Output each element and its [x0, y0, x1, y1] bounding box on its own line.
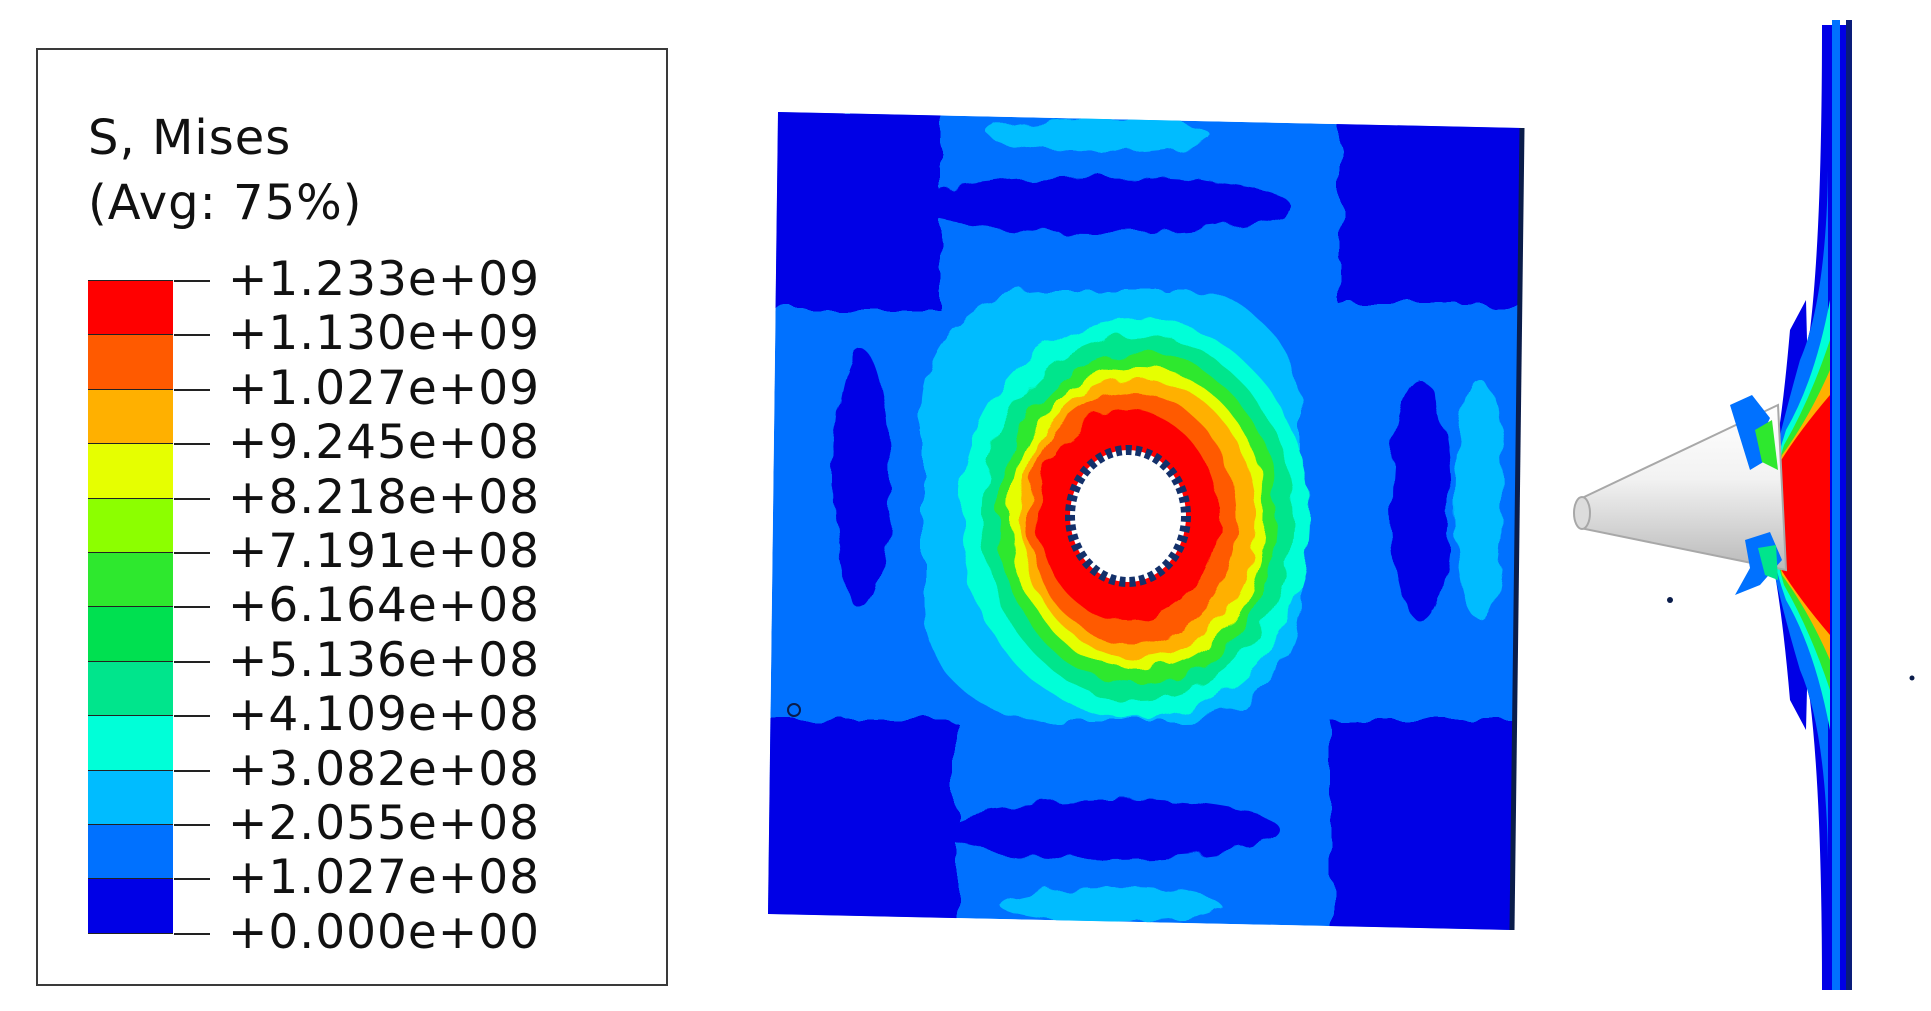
legend-level-label: +7.191e+08: [228, 524, 541, 579]
legend-tick: [174, 388, 210, 391]
legend-swatch: [88, 497, 173, 552]
legend-level-label: +1.233e+09: [228, 252, 541, 307]
legend-level-label: +6.164e+08: [228, 578, 541, 634]
legend-level-label: +1.130e+09: [228, 306, 541, 362]
legend-tick: [174, 552, 210, 554]
legend-swatch: [88, 606, 173, 661]
legend-swatch: [88, 334, 173, 389]
legend-tick: [174, 824, 210, 826]
legend-level-label: +1.027e+09: [228, 360, 541, 416]
legend-tick: [174, 606, 210, 609]
legend-swatch: [88, 443, 173, 498]
legend-swatch: [88, 823, 173, 879]
legend-swatch: [88, 551, 173, 607]
legend-swatch: [88, 388, 173, 444]
legend-tick: [174, 769, 210, 772]
legend-tick: [174, 497, 210, 500]
contour-legend: S, Mises (Avg: 75%) +1.233e+09 +1.130e+09…: [36, 48, 668, 986]
legend-tick: [174, 280, 210, 282]
low-stress-corners: [768, 112, 1522, 930]
legend-level-label: +4.109e+08: [228, 687, 541, 743]
legend-swatch: [88, 878, 173, 933]
legend-swatch: [88, 715, 173, 770]
legend-level-label: +9.245e+08: [228, 415, 541, 471]
legend-level-label: +5.136e+08: [228, 632, 541, 688]
legend-tick: [174, 932, 210, 935]
legend-title: S, Mises: [88, 110, 292, 166]
legend-subtitle: (Avg: 75%): [88, 175, 363, 231]
legend-tick: [174, 334, 210, 337]
legend-level-label: +0.000e+00: [228, 904, 541, 960]
legend-level-label: +8.218e+08: [228, 469, 541, 525]
legend-level-label: +3.082e+08: [228, 741, 541, 797]
legend-tick: [174, 715, 210, 718]
legend-color-bar: [88, 280, 173, 934]
legend-swatch: [88, 280, 173, 335]
legend-tick: [174, 660, 210, 663]
legend-level-label: +2.055e+08: [228, 796, 541, 851]
legend-swatch: [88, 769, 173, 824]
legend-tick: [174, 443, 210, 446]
legend-level-label: +1.027e+08: [228, 850, 541, 906]
legend-tick: [174, 878, 210, 881]
legend-swatch: [88, 660, 173, 716]
